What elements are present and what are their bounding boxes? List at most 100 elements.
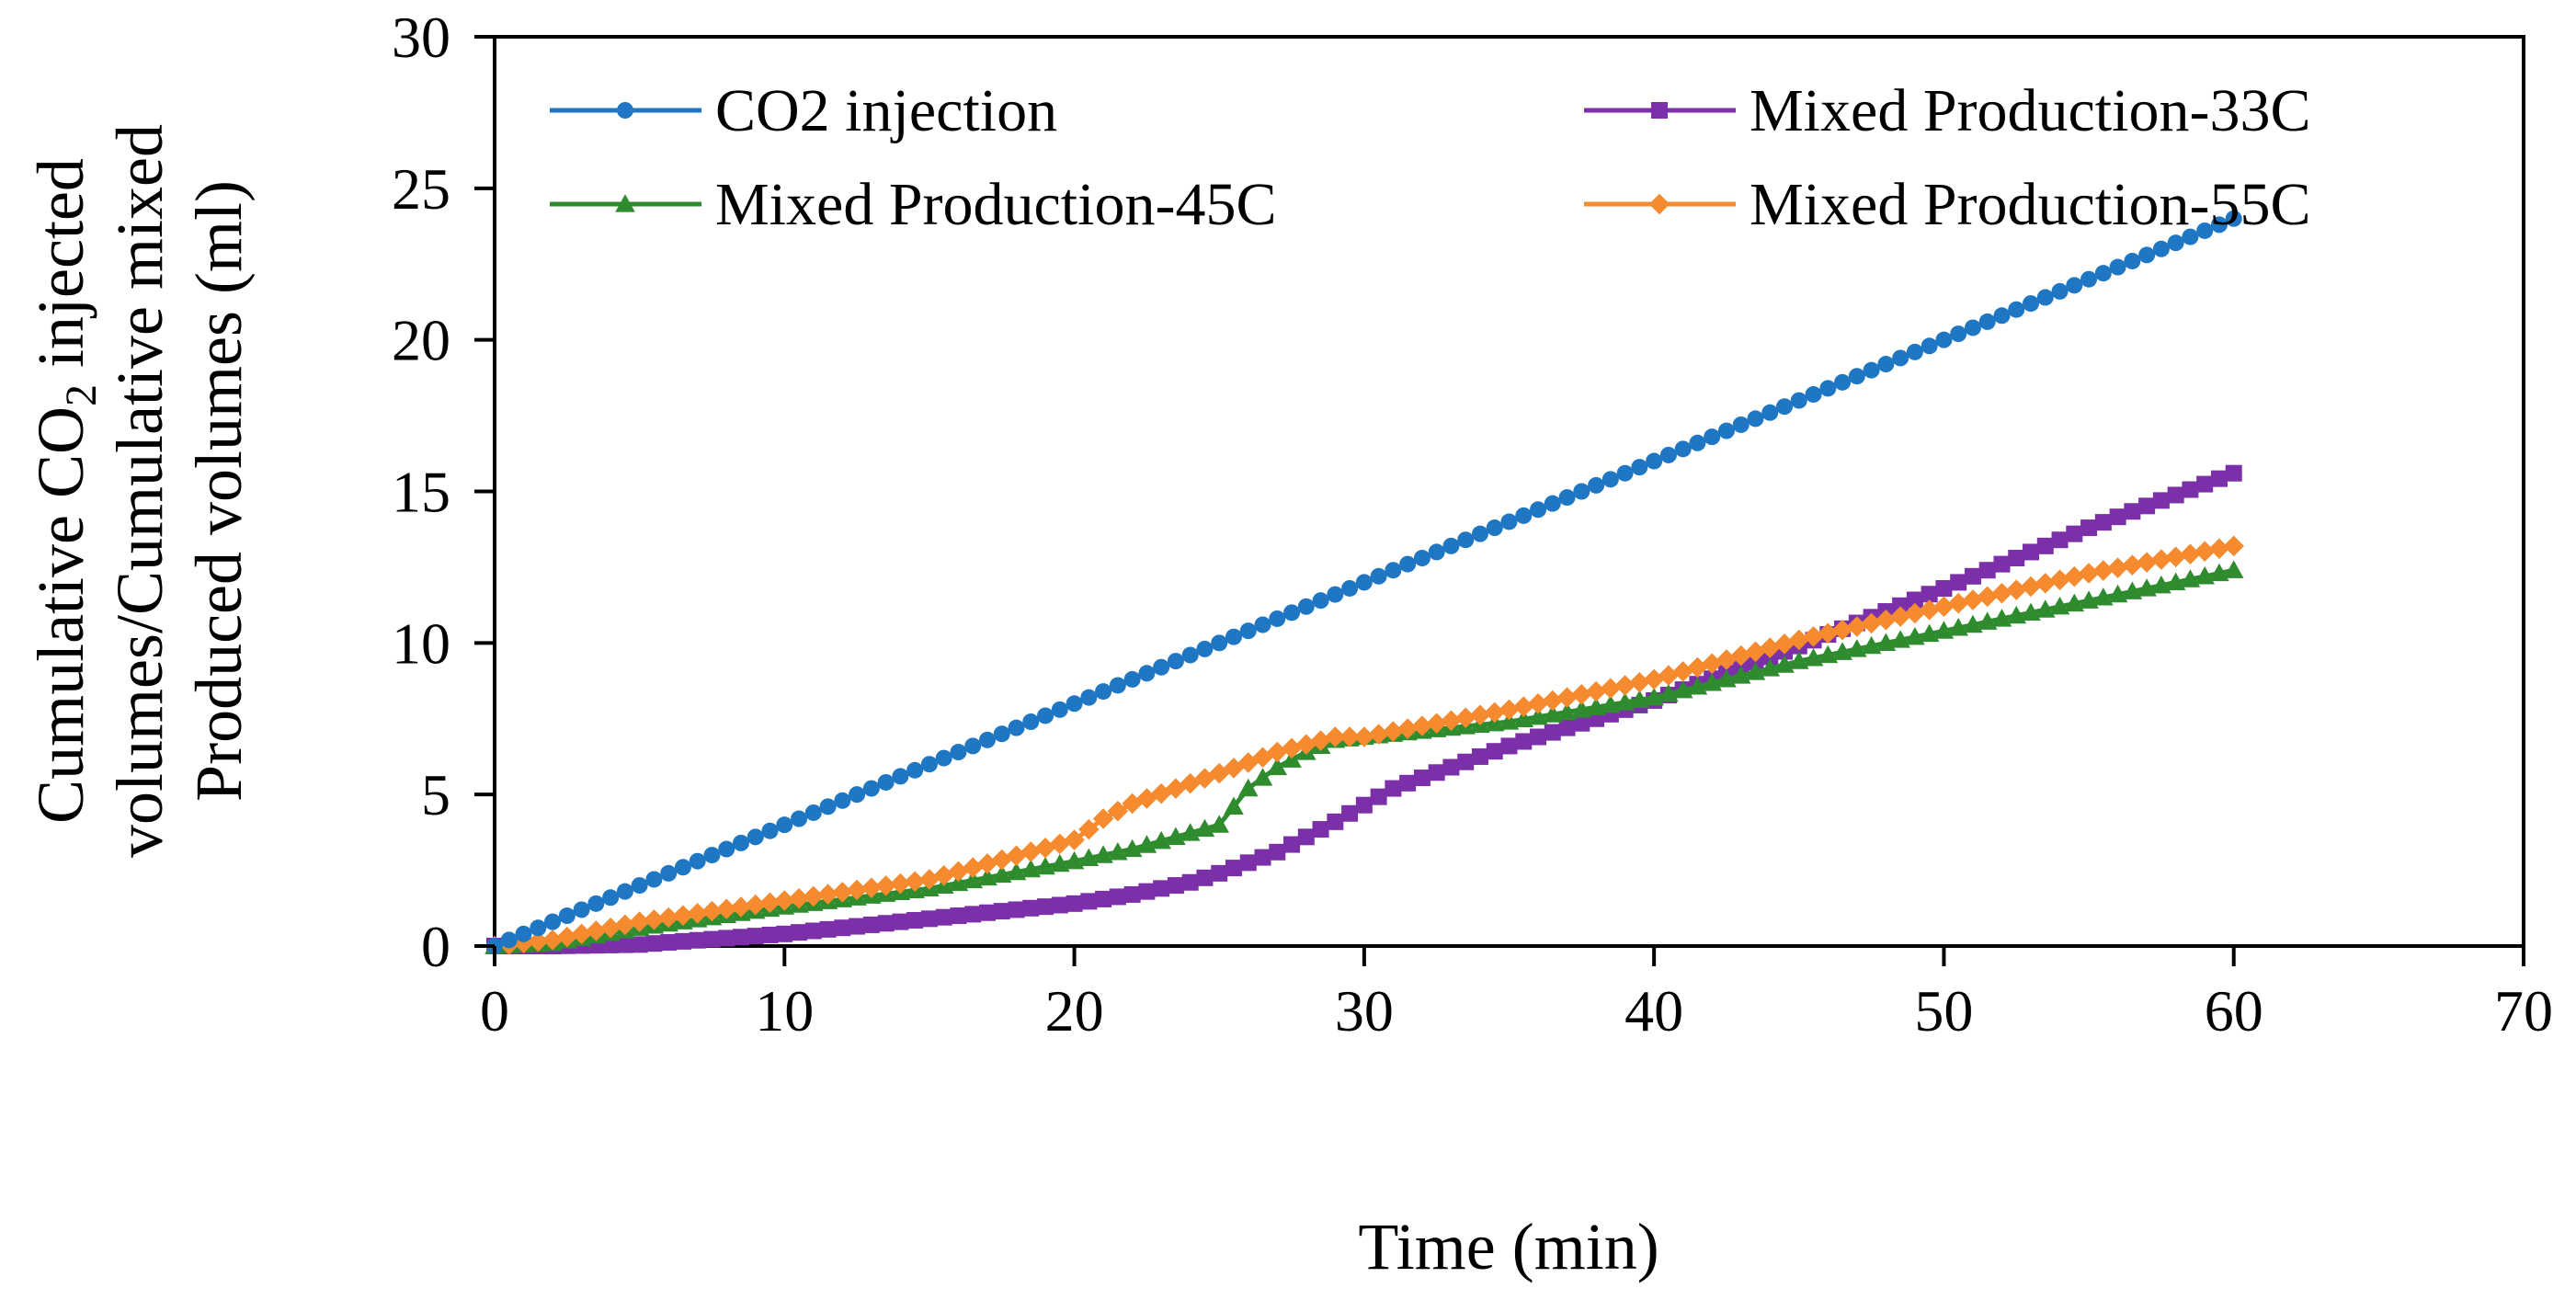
legend-item-mixed-production-45c: Mixed Production-45C xyxy=(550,171,1276,238)
data-point xyxy=(1370,567,1387,585)
data-point xyxy=(1643,668,1665,690)
y-tick-label: 25 xyxy=(392,156,450,222)
data-point xyxy=(1006,861,1027,881)
data-point xyxy=(1834,373,1852,391)
data-point xyxy=(703,930,721,948)
series-mixed-production-55c xyxy=(484,535,2244,957)
data-point xyxy=(1196,869,1214,886)
data-point xyxy=(674,932,691,950)
data-point xyxy=(2223,535,2244,557)
data-point xyxy=(1832,642,1852,660)
data-point xyxy=(599,917,621,939)
data-point xyxy=(1341,804,1359,822)
data-point xyxy=(1805,386,1822,404)
data-point xyxy=(1761,404,1779,421)
data-point xyxy=(819,920,837,938)
y-axis-title-line3: Produced volumes (ml) xyxy=(182,180,256,802)
data-point xyxy=(2006,579,2027,600)
data-point xyxy=(1573,714,1590,732)
data-point xyxy=(2035,573,2057,594)
data-point xyxy=(1978,313,1996,330)
data-point xyxy=(1993,555,2011,573)
data-point xyxy=(1295,734,1317,756)
data-point xyxy=(674,859,691,876)
data-point xyxy=(1629,690,1650,708)
data-point xyxy=(1499,712,1520,730)
data-point xyxy=(2196,475,2214,493)
data-point xyxy=(993,903,1010,920)
data-point xyxy=(1022,899,1040,917)
data-point xyxy=(1138,883,1156,900)
data-point xyxy=(791,924,808,941)
y-axis-title-line1-b: injected xyxy=(24,158,97,384)
data-point xyxy=(1877,356,1895,373)
data-point xyxy=(1935,579,1953,597)
data-point xyxy=(774,890,795,911)
data-point xyxy=(1066,895,1083,912)
data-point xyxy=(657,907,679,929)
data-point xyxy=(1341,579,1359,597)
y-tick-label: 10 xyxy=(392,610,450,676)
data-point xyxy=(2064,565,2085,587)
data-point xyxy=(1034,837,1056,859)
data-point xyxy=(948,861,969,883)
data-point xyxy=(645,871,663,888)
data-point xyxy=(803,885,825,907)
data-point xyxy=(1283,836,1301,853)
data-point xyxy=(1396,718,1419,739)
data-point xyxy=(920,910,938,928)
data-point xyxy=(1368,724,1389,745)
x-tick-label: 60 xyxy=(2205,978,2263,1043)
x-tick-label: 50 xyxy=(1914,978,1973,1043)
legend-swatch-marker xyxy=(1648,193,1670,215)
data-point xyxy=(1413,550,1430,567)
data-point xyxy=(1715,649,1738,670)
data-point xyxy=(1484,701,1505,724)
data-point xyxy=(904,871,926,893)
y-tick-label: 15 xyxy=(392,460,450,525)
data-point xyxy=(2194,541,2216,563)
data-point xyxy=(1385,780,1402,797)
data-point xyxy=(745,894,767,916)
data-point xyxy=(761,926,779,943)
data-point xyxy=(1530,728,1547,746)
data-point xyxy=(978,904,996,921)
data-point xyxy=(2066,525,2083,542)
data-point xyxy=(804,922,822,940)
data-point xyxy=(1847,639,1867,657)
data-point xyxy=(1471,747,1488,765)
data-point xyxy=(918,869,940,890)
data-point xyxy=(1426,713,1447,734)
data-point xyxy=(2165,572,2186,591)
data-point xyxy=(977,867,997,886)
legend-label: Mixed Production-45C xyxy=(715,171,1276,238)
data-point xyxy=(1730,644,1751,667)
data-point xyxy=(761,822,779,839)
data-point xyxy=(2107,557,2128,578)
data-point xyxy=(1919,623,1940,643)
data-point xyxy=(1457,531,1475,549)
series-layer xyxy=(484,210,2244,957)
data-point xyxy=(933,864,954,886)
data-point xyxy=(1704,428,1721,446)
data-point xyxy=(2064,593,2085,612)
data-point xyxy=(963,870,984,889)
series-mixed-production-45c xyxy=(484,560,2244,954)
x-tick-label: 30 xyxy=(1335,978,1394,1043)
data-point xyxy=(1846,616,1868,637)
legend-label: Mixed Production-55C xyxy=(1750,171,2310,238)
data-point xyxy=(644,909,665,930)
data-point xyxy=(1035,856,1055,875)
data-point xyxy=(993,725,1010,743)
data-point xyxy=(832,882,853,903)
data-point xyxy=(1556,701,1578,721)
data-point xyxy=(849,786,866,804)
data-point xyxy=(602,889,620,907)
data-point xyxy=(602,936,620,953)
data-point xyxy=(1239,622,1257,640)
data-point xyxy=(528,930,549,952)
data-point xyxy=(1962,589,1984,610)
data-point xyxy=(1020,859,1042,878)
data-point xyxy=(2066,277,2083,294)
data-point xyxy=(991,849,1012,871)
